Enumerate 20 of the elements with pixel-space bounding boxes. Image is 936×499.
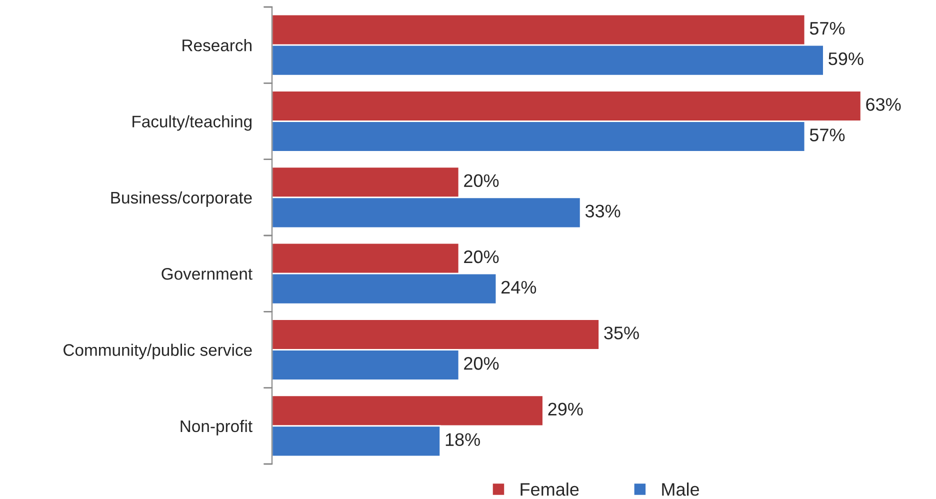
y-tick-label: Faculty/teaching [132, 115, 252, 131]
data-label: 20% [464, 250, 499, 264]
data-label: 63% [866, 98, 901, 111]
data-label: 33% [585, 204, 620, 218]
y-tick-label: Community/public service [64, 344, 252, 360]
y-tick-label: Non-profit [180, 420, 252, 436]
y-tick-label: Business/corporate [111, 191, 252, 207]
data-label: 29% [548, 402, 583, 416]
data-label: 20% [464, 357, 499, 370]
data-label: 57% [810, 22, 845, 35]
legend-label: Male [662, 482, 700, 496]
data-label: 35% [604, 326, 639, 340]
y-tick-label: Government [162, 268, 252, 280]
data-label: 18% [446, 433, 480, 446]
legend-label: Female [520, 482, 579, 496]
y-tick-label: Research [182, 39, 252, 52]
data-label: 59% [828, 52, 864, 66]
data-label: 57% [810, 128, 845, 142]
data-label: 24% [501, 280, 536, 294]
data-label: 20% [464, 174, 499, 188]
